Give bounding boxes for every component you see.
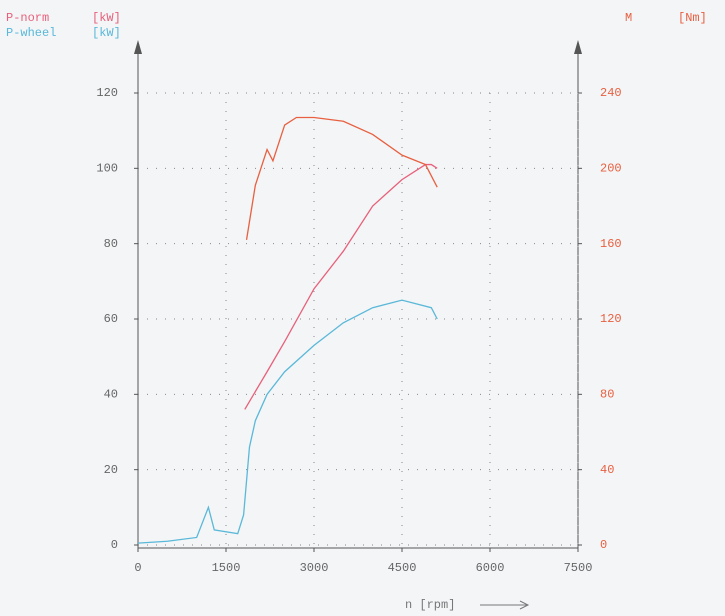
- y-tick-label: 120: [96, 86, 118, 100]
- series-line: [137, 299, 438, 544]
- legend-unit: [Nm]: [678, 11, 707, 25]
- series-line: [245, 116, 438, 241]
- y-tick-label: 20: [104, 463, 118, 477]
- legend-unit: [kW]: [92, 11, 121, 25]
- y2-tick-label: 40: [600, 463, 614, 477]
- y2-tick-label: 0: [600, 538, 607, 552]
- y-axis-arrow: [134, 40, 142, 54]
- y-tick-label: 80: [104, 237, 118, 251]
- x-tick-label: 7500: [564, 561, 593, 575]
- y2-tick-label: 160: [600, 237, 622, 251]
- y2-axis-arrow: [574, 40, 582, 54]
- y-tick-label: 0: [111, 538, 118, 552]
- x-tick-label: 3000: [300, 561, 329, 575]
- legend-label: P-norm: [6, 11, 49, 25]
- y-tick-label: 100: [96, 162, 118, 176]
- legend-label: M: [625, 11, 632, 25]
- x-tick-label: 1500: [212, 561, 241, 575]
- x-tick-label: 0: [134, 561, 141, 575]
- y2-tick-label: 120: [600, 312, 622, 326]
- y-tick-label: 40: [104, 388, 118, 402]
- y2-tick-label: 80: [600, 388, 614, 402]
- y-tick-label: 60: [104, 312, 118, 326]
- x-tick-label: 6000: [476, 561, 505, 575]
- y2-tick-label: 240: [600, 86, 622, 100]
- x-axis-label: n [rpm]: [405, 598, 455, 612]
- y2-tick-label: 200: [600, 162, 622, 176]
- legend-unit: [kW]: [92, 26, 121, 40]
- x-arrow-head: [519, 600, 530, 610]
- series-line: [244, 163, 438, 410]
- x-tick-label: 4500: [388, 561, 417, 575]
- legend-label: P-wheel: [6, 26, 56, 40]
